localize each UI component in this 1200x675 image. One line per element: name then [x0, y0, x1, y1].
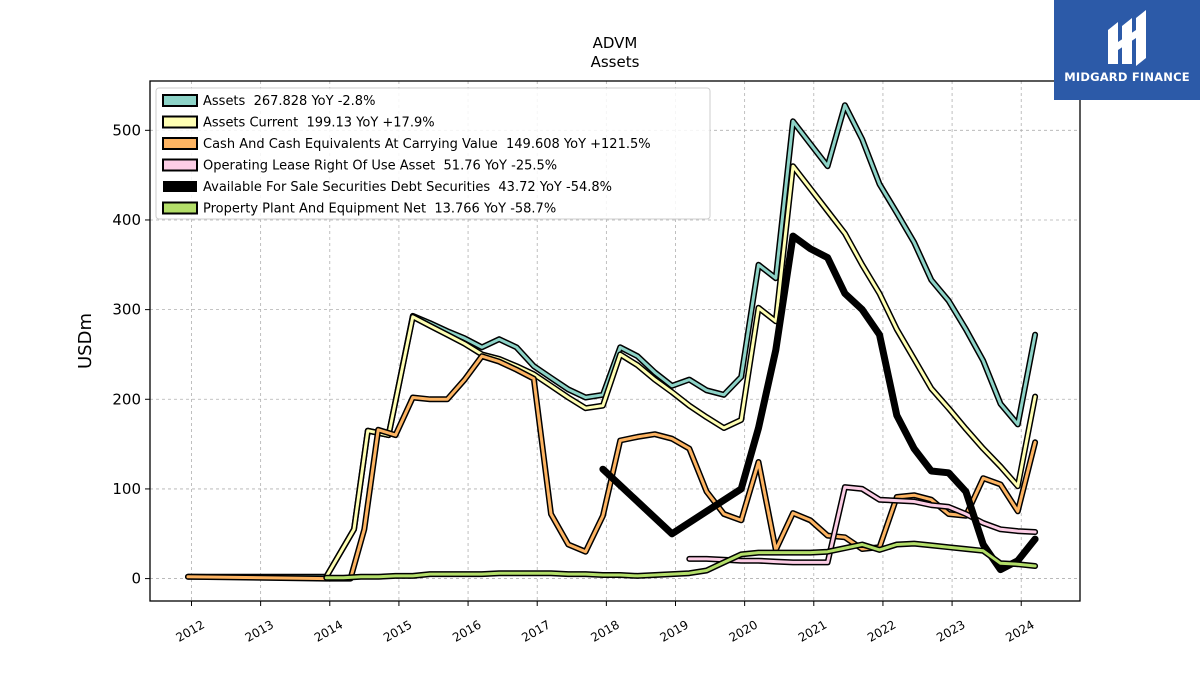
chart-title: ADVM — [593, 34, 638, 52]
x-tick-label: 2015 — [381, 617, 414, 644]
x-tick-label: 2014 — [312, 617, 345, 644]
x-tick-label: 2016 — [450, 617, 483, 644]
y-axis-ticks: 0 100 200 300 400 500 — [112, 121, 150, 588]
series-line — [324, 542, 1037, 580]
legend-box — [155, 87, 711, 220]
series-line-outline — [323, 163, 1039, 580]
legend-swatch — [163, 181, 197, 192]
series-line — [599, 232, 1039, 574]
x-tick-label: 2020 — [727, 617, 760, 644]
x-tick-label: 2013 — [243, 617, 276, 644]
y-tick-label: 0 — [131, 570, 141, 588]
series-lines — [185, 102, 1039, 582]
legend-label: Cash And Cash Equivalents At Carrying Va… — [203, 137, 651, 152]
x-tick-label: 2018 — [588, 617, 621, 644]
x-tick-label: 2022 — [865, 617, 898, 644]
legend-swatch — [162, 158, 198, 172]
y-tick-label: 400 — [112, 211, 141, 229]
x-tick-label: 2017 — [519, 617, 552, 644]
brand-logo: MIDGARD FINANCE — [1054, 0, 1200, 100]
legend-swatch — [162, 201, 198, 215]
series-line — [324, 164, 1037, 579]
x-tick-label: 2012 — [174, 617, 207, 644]
y-tick-label: 100 — [112, 480, 141, 498]
legend-swatch — [162, 94, 198, 107]
logo-mark-icon — [1108, 10, 1146, 66]
legend-swatch — [162, 137, 198, 150]
x-tick-label: 2021 — [796, 617, 829, 644]
y-tick-label: 200 — [112, 390, 141, 408]
x-tick-label: 2024 — [1003, 617, 1036, 644]
legend-label: Assets Current 199.13 YoY +17.9% — [203, 116, 435, 131]
legend-swatch — [162, 115, 198, 129]
x-axis-ticks: 2012 2013 2014 2015 2016 2017 2018 2019 2020 2021… — [174, 601, 1037, 645]
legend-label: Property Plant And Equipment Net 13.766 … — [203, 202, 556, 217]
plot-frame — [149, 80, 1081, 602]
legend-label: Assets 267.828 YoY -2.8% — [203, 94, 375, 109]
x-tick-label: 2023 — [934, 617, 967, 644]
legend: Assets 267.828 YoY -2.8% Assets Current 1… — [155, 87, 711, 220]
series-line — [186, 354, 1037, 581]
logo-brand-name: MIDGARD FINANCE — [1064, 70, 1190, 84]
chart-subtitle: Assets — [591, 53, 640, 71]
series-line — [186, 103, 1037, 579]
x-tick-label: 2019 — [658, 617, 691, 644]
y-tick-label: 500 — [112, 121, 141, 139]
legend-label: Available For Sale Securities Debt Secur… — [203, 180, 612, 195]
y-axis-label: USDm — [75, 313, 96, 369]
legend-label: Operating Lease Right Of Use Asset 51.76… — [203, 159, 557, 174]
y-tick-label: 300 — [112, 301, 141, 319]
